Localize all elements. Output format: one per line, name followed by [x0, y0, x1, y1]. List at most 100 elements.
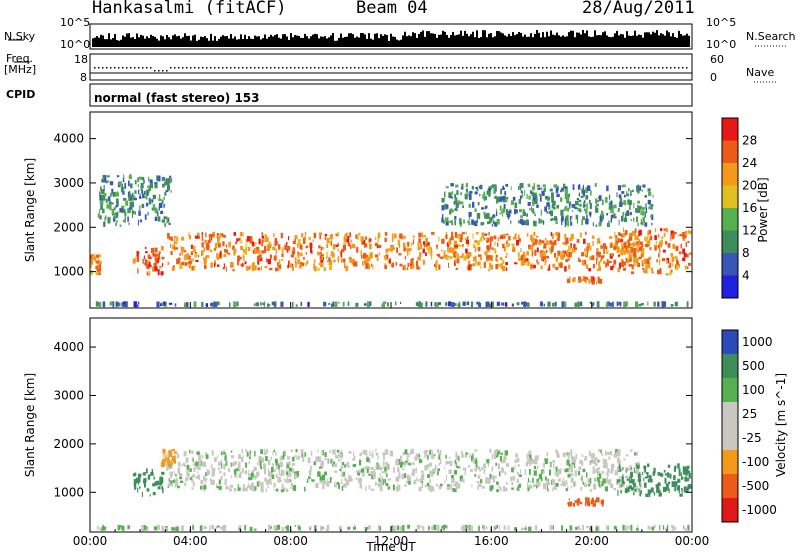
power-cell [444, 203, 448, 210]
velocity-cell [310, 476, 312, 481]
velocity-cell [309, 473, 312, 476]
power-cell [455, 267, 458, 270]
velocity-cell [297, 455, 301, 459]
power-cell [457, 303, 461, 308]
velocity-cell [593, 465, 595, 472]
power-cell [342, 301, 345, 307]
power-cell [499, 256, 503, 261]
power-cell [167, 261, 170, 265]
power-ylabel: Slant Range [km] [23, 158, 37, 262]
power-cell [418, 238, 421, 244]
noise-bar [164, 39, 166, 47]
velocity-cell [437, 468, 440, 472]
power-cell [448, 192, 452, 198]
noise-bar [646, 32, 648, 47]
noise-bar [332, 33, 334, 47]
noise-bar [124, 36, 126, 47]
power-cell [536, 184, 541, 187]
velocity-cell [567, 502, 572, 507]
noise-bar [196, 40, 198, 47]
power-cell [262, 302, 266, 306]
velocity-cell [474, 449, 478, 452]
power-cell [455, 202, 458, 208]
power-cell [632, 189, 634, 192]
noise-bar [150, 34, 152, 47]
velocity-cell [424, 454, 427, 459]
power-cell [488, 185, 493, 190]
velocity-cell [192, 481, 195, 487]
power-cell [470, 265, 472, 271]
power-cell [630, 243, 633, 246]
power-cell [132, 258, 136, 264]
power-cell [300, 301, 303, 307]
power-cell [146, 271, 148, 276]
velocity-cell [418, 458, 422, 464]
power-cell [460, 201, 464, 205]
velocity-cell [251, 485, 255, 492]
velocity-cell [221, 459, 223, 464]
noise-bar [616, 30, 618, 47]
noise-bar [302, 38, 304, 47]
velocity-cell [499, 455, 502, 462]
power-cell [643, 270, 647, 273]
power-cell [603, 260, 605, 265]
noise-bar [570, 30, 572, 47]
velocity-cell [282, 487, 286, 491]
noise-bar [642, 37, 644, 47]
freq-dot [430, 67, 432, 69]
power-cell [192, 265, 196, 271]
velocity-cell [238, 525, 242, 529]
velocity-cell [635, 481, 637, 485]
velocity-cell [184, 482, 187, 486]
power-cell [638, 247, 641, 251]
freq-dot [358, 67, 360, 69]
noise-bar [158, 40, 160, 47]
power-cell [103, 221, 106, 227]
velocity-cell [613, 525, 615, 530]
power-cell [610, 252, 613, 257]
power-cell [390, 245, 393, 252]
velocity-cell [356, 470, 359, 473]
velocity-cell [182, 462, 186, 466]
velocity-cell [417, 453, 420, 458]
power-cell [586, 242, 590, 249]
velocity-cell [553, 486, 557, 490]
power-cell [636, 208, 640, 213]
power-cell [236, 238, 239, 242]
power-cell [477, 202, 480, 206]
power-cell [647, 230, 649, 237]
freq-dot [654, 67, 656, 69]
power-cell [617, 267, 620, 273]
power-cell [124, 183, 127, 189]
power-cell [666, 273, 668, 276]
velocity-cell [405, 481, 409, 484]
power-cell [626, 301, 628, 307]
power-cell [548, 211, 551, 214]
power-cell [109, 192, 113, 197]
velocity-cell [618, 479, 621, 483]
power-cell [574, 247, 577, 251]
noise-bar [582, 30, 584, 47]
freq-dot [158, 70, 160, 72]
velocity-cell [333, 484, 338, 488]
power-cell [617, 247, 620, 252]
velocity-cell [489, 448, 492, 453]
velocity-cell [431, 469, 435, 473]
power-cell [333, 259, 336, 263]
velocity-cell [200, 485, 203, 490]
velocity-cell [321, 450, 324, 455]
power-cell [589, 203, 593, 209]
velocity-cell [483, 463, 487, 469]
velocity-cell [595, 527, 599, 531]
power-cell [310, 247, 312, 253]
velocity-cell [204, 477, 208, 481]
velocity-cell [201, 454, 204, 459]
power-cell [245, 243, 247, 246]
power-cell [161, 176, 166, 181]
noise-bar [230, 34, 232, 47]
power-cell [635, 301, 639, 308]
power-cell [194, 235, 199, 239]
velocity-cell [289, 472, 292, 478]
velocity-cell [639, 482, 641, 488]
power-cell [588, 211, 592, 216]
